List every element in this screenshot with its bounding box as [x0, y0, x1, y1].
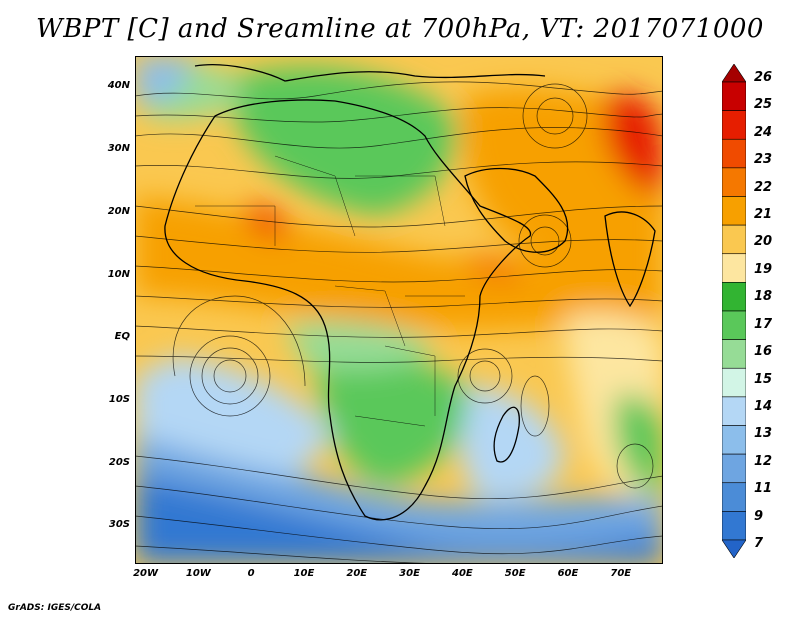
weather-map: [135, 56, 663, 564]
colorbar-segment: [722, 310, 746, 340]
colorbar-label: 24: [754, 124, 773, 140]
colorbar-label: 7: [754, 536, 764, 551]
longitude-tick-label: 20W: [133, 568, 159, 579]
longitude-tick-label: 10W: [185, 568, 211, 579]
colorbar-label: 12: [754, 453, 773, 469]
latitude-tick-label: 10N: [107, 268, 130, 280]
colorbar-label: 13: [754, 426, 773, 442]
colorbar-segment: [722, 110, 746, 140]
colorbar-segment: [722, 196, 746, 226]
latitude-tick-label: 40N: [107, 80, 130, 92]
longitude-tick-label: 20E: [346, 568, 368, 579]
credit-text: GrADS: IGES/COLA: [8, 603, 102, 613]
streamlines: [135, 81, 663, 564]
latitude-tick-label: 20S: [108, 456, 130, 468]
colorbar-segment: [722, 81, 746, 111]
colorbar-bottom-arrow: [722, 539, 746, 558]
map-border: [135, 56, 663, 564]
colorbar-segment: [722, 138, 746, 169]
colorbar-label: 15: [754, 371, 773, 387]
colorbar-segment: [722, 367, 746, 398]
colorbar-label: 11: [754, 481, 773, 497]
colorbar-label: 18: [754, 289, 773, 305]
latitude-tick-label: 20N: [107, 205, 130, 217]
colorbar-label: 14: [754, 398, 773, 414]
latitude-tick-label: 30S: [108, 519, 130, 531]
longitude-tick-label: 40E: [451, 568, 473, 579]
colorbar-label: 19: [754, 261, 773, 277]
colorbar-label: 21: [754, 207, 773, 223]
colorbar-segment: [722, 282, 746, 312]
colorbar-label: 20: [754, 234, 773, 250]
longitude-tick-label: 60E: [557, 568, 579, 579]
colorbar-label: 23: [754, 152, 773, 168]
longitude-tick-label: 0: [247, 568, 255, 579]
longitude-tick-label: 30E: [399, 568, 420, 579]
colorbar-segment: [722, 339, 746, 369]
colorbar-segment: [722, 425, 746, 455]
coastlines: [164, 64, 656, 521]
colorbar-segment: [722, 224, 746, 255]
wbpt-shading: [135, 56, 663, 564]
colorbar-top-arrow: [722, 64, 746, 83]
colorbar-label: 25: [754, 97, 773, 113]
colorbar-segment: [722, 511, 746, 541]
colorbar-segment: [722, 396, 746, 426]
latitude-tick-label: 30N: [107, 143, 130, 155]
colorbar-label: 16: [754, 344, 773, 360]
longitude-tick-label: 10E: [293, 568, 315, 579]
colorbar-segment: [722, 453, 746, 484]
colorbar: [722, 64, 746, 558]
colorbar-label: 9: [754, 508, 764, 524]
colorbar-label: 26: [754, 70, 773, 85]
latitude-tick-label: 10S: [108, 393, 130, 405]
page-title: WBPT [C] and Sreamline at 700hPa, VT: 20…: [36, 14, 764, 44]
colorbar-segment: [722, 167, 746, 197]
longitude-tick-label: 50E: [504, 568, 526, 579]
colorbar-label: 22: [754, 179, 773, 195]
latitude-tick-label: EQ: [114, 331, 130, 343]
longitude-tick-label: 70E: [610, 568, 632, 579]
country-borders: [195, 155, 465, 427]
colorbar-segment: [722, 253, 746, 283]
colorbar-label: 17: [754, 316, 773, 332]
colorbar-segment: [722, 482, 746, 512]
